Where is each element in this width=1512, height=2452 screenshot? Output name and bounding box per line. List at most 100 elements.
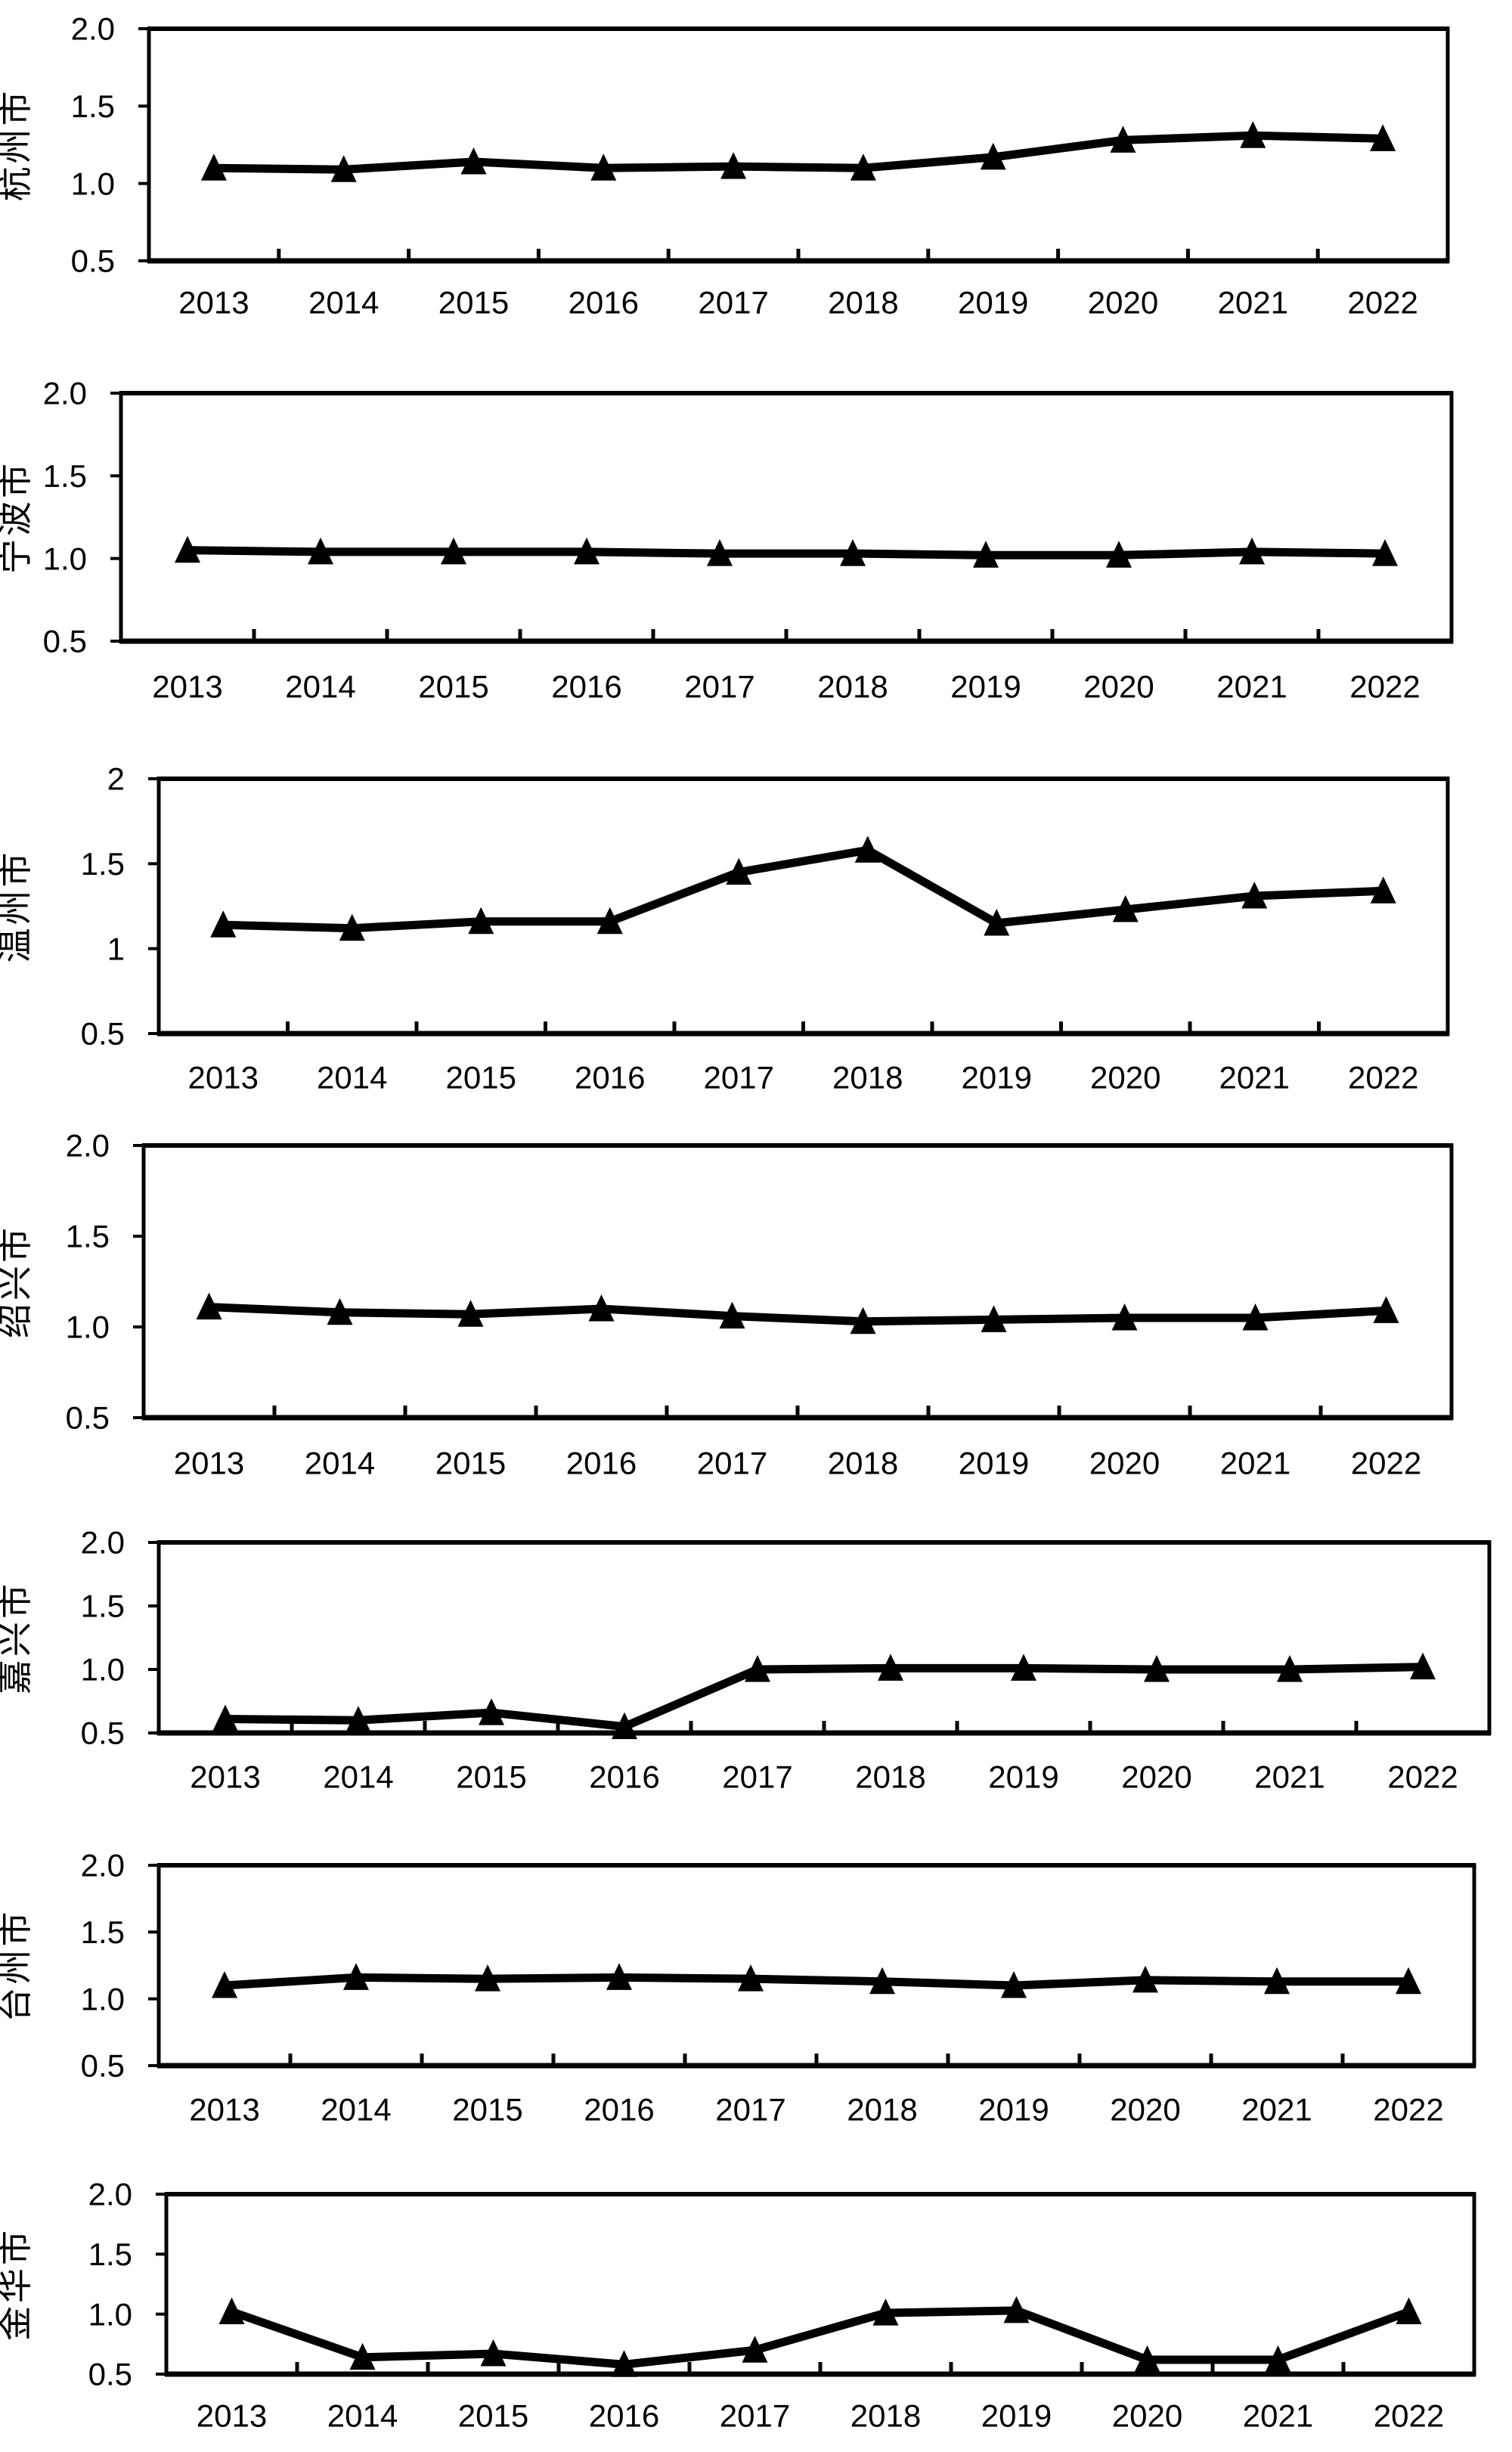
x-axis-year-label: 2016 — [589, 1759, 659, 1795]
x-axis-year-label: 2014 — [321, 2092, 391, 2128]
x-axis-year-label: 2016 — [569, 285, 639, 321]
x-axis-year-label: 2021 — [1219, 1060, 1290, 1096]
x-axis-year-label: 2020 — [1110, 2092, 1180, 2128]
triangle-marker — [1111, 1303, 1138, 1331]
x-axis-year-label: 2013 — [188, 1060, 259, 1096]
triangle-marker — [308, 537, 333, 565]
y-axis-tick-label: 1.5 — [81, 1914, 125, 1950]
x-axis-year-label: 2016 — [566, 1446, 637, 1481]
y-axis-tick-label: 2.0 — [71, 11, 115, 47]
triangle-marker — [745, 1655, 770, 1682]
y-axis-tick-label: 1.5 — [71, 88, 115, 124]
x-axis-year-label: 2020 — [1121, 1759, 1191, 1795]
series-line — [187, 546, 1386, 560]
x-axis-year-label: 2013 — [152, 669, 222, 705]
series-line — [230, 2306, 1411, 2369]
triangle-marker — [212, 1971, 237, 1998]
triangle-marker — [726, 857, 752, 885]
x-axis-year-label: 2018 — [817, 669, 888, 705]
triangle-marker — [345, 1706, 371, 1733]
x-axis-year-label: 2017 — [722, 1759, 792, 1795]
triangle-marker — [707, 539, 733, 566]
triangle-marker — [1396, 2297, 1422, 2324]
y-axis-tick-label: 2.0 — [66, 1128, 110, 1164]
x-axis-year-label: 2014 — [327, 2398, 398, 2434]
triangle-marker — [349, 2342, 376, 2370]
x-axis-year-label: 2017 — [684, 669, 754, 705]
series-line — [224, 1973, 1408, 1990]
triangle-marker — [1370, 124, 1396, 151]
triangle-marker — [1003, 2295, 1030, 2323]
y-axis-tick-label: 1.5 — [66, 1219, 110, 1254]
triangle-marker — [339, 913, 365, 941]
chart-svg-taizhou: 2.0 1.5 1.0 0.5 2013 2014 2015 2016 2017 2018 2019… — [0, 1848, 1476, 2128]
x-axis-year-label: 2022 — [1373, 2092, 1443, 2128]
x-axis-year-label: 2022 — [1387, 1759, 1458, 1795]
triangle-marker — [869, 1967, 895, 1995]
triangle-marker — [1372, 539, 1398, 566]
x-axis-year-label: 2014 — [305, 1446, 375, 1481]
x-axis-year-label: 2022 — [1374, 2398, 1444, 2434]
series-line — [209, 1303, 1387, 1326]
triangle-marker — [1242, 1303, 1269, 1331]
x-axis-year-label: 2015 — [452, 2092, 522, 2128]
triangle-marker — [457, 1300, 484, 1327]
x-axis-year-label: 2022 — [1348, 1060, 1418, 1096]
y-axis-tick-label: 1.5 — [43, 458, 87, 494]
x-axis-year-label: 2021 — [1220, 1446, 1290, 1481]
triangle-marker — [196, 1292, 222, 1320]
triangle-marker — [1110, 126, 1136, 153]
series-line — [213, 131, 1383, 174]
triangle-marker — [1011, 1654, 1036, 1681]
triangle-marker — [210, 910, 237, 938]
x-axis-year-label: 2020 — [1089, 1446, 1160, 1481]
y-axis-tick-label: 0.5 — [71, 243, 115, 279]
triangle-marker — [1106, 541, 1132, 568]
triangle-marker — [441, 537, 466, 565]
y-axis-tick-label: 1.0 — [81, 1652, 125, 1688]
x-axis-year-label: 2017 — [697, 1446, 767, 1481]
series-line — [225, 1663, 1424, 1731]
triangle-marker — [1265, 2345, 1291, 2373]
chart-svg-shaoxing: 2.0 1.5 1.0 0.5 2013 2014 2015 2016 2017 2018 2019… — [0, 1128, 1454, 1481]
x-axis-year-label: 2015 — [435, 1446, 506, 1481]
triangle-marker — [1132, 1965, 1158, 1993]
y-axis-tick-label: 1.0 — [88, 2296, 132, 2332]
chart-svg-hangzhou: 2.0 1.5 1.0 0.5 2013 2014 2015 2016 2017 2018 2019… — [0, 11, 1450, 321]
y-axis-tick-label: 0.5 — [81, 1016, 125, 1052]
x-axis-year-label: 2015 — [458, 2398, 528, 2434]
triangle-marker — [850, 153, 876, 181]
plot-area-border — [141, 1143, 1454, 1420]
triangle-marker — [1370, 876, 1396, 904]
triangle-marker — [590, 153, 617, 181]
chart-svg-wenzhou: 2 1.5 1 0.5 2013 2014 2015 2016 2017 2018 2019 2020… — [0, 761, 1450, 1096]
x-axis-year-label: 2020 — [1112, 2398, 1182, 2434]
x-axis-year-label: 2014 — [285, 669, 355, 705]
y-axis-tick-label: 2 — [107, 761, 125, 797]
triangle-marker — [175, 535, 200, 563]
triangle-marker — [840, 539, 866, 566]
triangle-marker — [460, 147, 487, 175]
triangle-marker — [606, 1963, 632, 1990]
x-axis-year-label: 2018 — [847, 2092, 917, 2128]
triangle-marker — [612, 1712, 637, 1740]
x-axis-year-label: 2014 — [308, 285, 379, 321]
triangle-marker — [742, 2336, 768, 2363]
triangle-marker — [1277, 1655, 1303, 1682]
triangle-marker — [878, 1654, 903, 1681]
triangle-marker — [479, 1698, 504, 1725]
x-axis-year-label: 2015 — [456, 1759, 526, 1795]
triangle-marker — [850, 1307, 876, 1334]
x-axis-year-label: 2018 — [832, 1060, 903, 1096]
x-axis-year-label: 2016 — [575, 1060, 645, 1096]
y-axis-tick-label: 1.5 — [88, 2237, 132, 2272]
y-axis-title: 宁波市 — [0, 460, 35, 574]
x-axis-year-label: 2021 — [1241, 2092, 1312, 2128]
x-axis-year-label: 2016 — [584, 2092, 654, 2128]
x-axis-year-label: 2013 — [197, 2398, 267, 2434]
x-axis-year-label: 2018 — [828, 285, 898, 321]
y-axis-tick-label: 0.5 — [81, 2048, 125, 2084]
y-axis-title: 台州市 — [0, 1909, 35, 2023]
x-axis-year-label: 2013 — [174, 1446, 244, 1481]
